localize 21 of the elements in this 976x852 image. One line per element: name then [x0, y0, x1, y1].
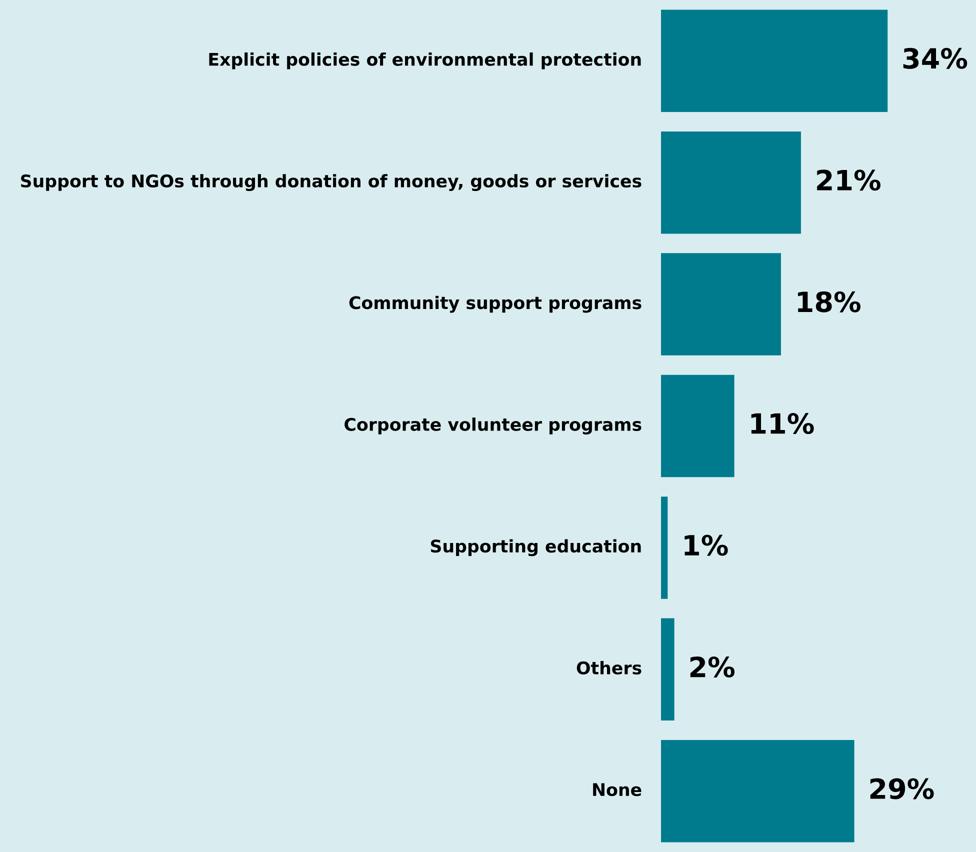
bar: [661, 374, 734, 478]
data-label: 21%: [817, 170, 880, 191]
bar: [661, 10, 888, 112]
data-label: 34%: [903, 48, 968, 69]
y-tick-label: Corporate volunteer programs: [344, 418, 642, 434]
bar: [661, 131, 801, 234]
bar: [661, 618, 674, 721]
bar: [661, 740, 854, 842]
y-tick-label: Others: [576, 661, 642, 674]
y-tick-label: Community support programs: [349, 296, 642, 313]
data-label: 18%: [798, 291, 860, 312]
y-tick-label: None: [593, 783, 642, 796]
data-label: 11%: [751, 413, 814, 434]
bar: [661, 253, 781, 356]
y-tick-label: Support to NGOs through donation of money, goods or services: [21, 174, 642, 192]
y-tick-label: Supporting education: [430, 539, 641, 556]
y-tick-label: Explicit policies of environmental protection: [209, 52, 641, 70]
data-label: 1%: [684, 534, 728, 556]
data-label: 29%: [870, 778, 934, 800]
data-label: 2%: [690, 656, 734, 678]
bar: [661, 496, 668, 599]
